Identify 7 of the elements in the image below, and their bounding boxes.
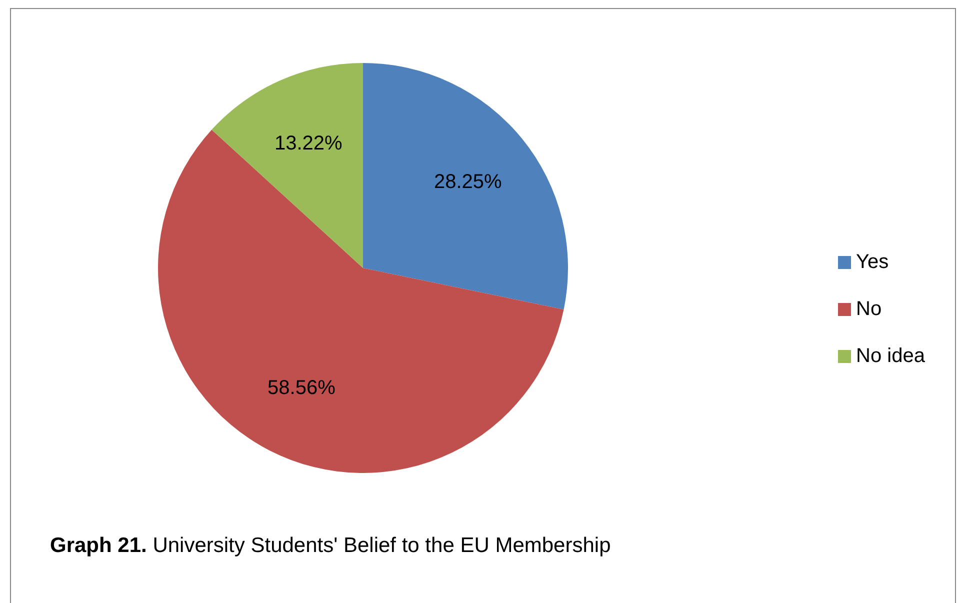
legend-label: No idea	[856, 344, 925, 368]
legend-label: Yes	[856, 250, 889, 274]
data-label: 28.25%	[434, 171, 502, 194]
text: Graph 21. University Students' Belief to the EU Membership	[50, 534, 611, 557]
legend-label: No	[856, 298, 882, 320]
data-label: 58.56%	[268, 377, 336, 400]
data-label: 13.22%	[274, 132, 343, 155]
